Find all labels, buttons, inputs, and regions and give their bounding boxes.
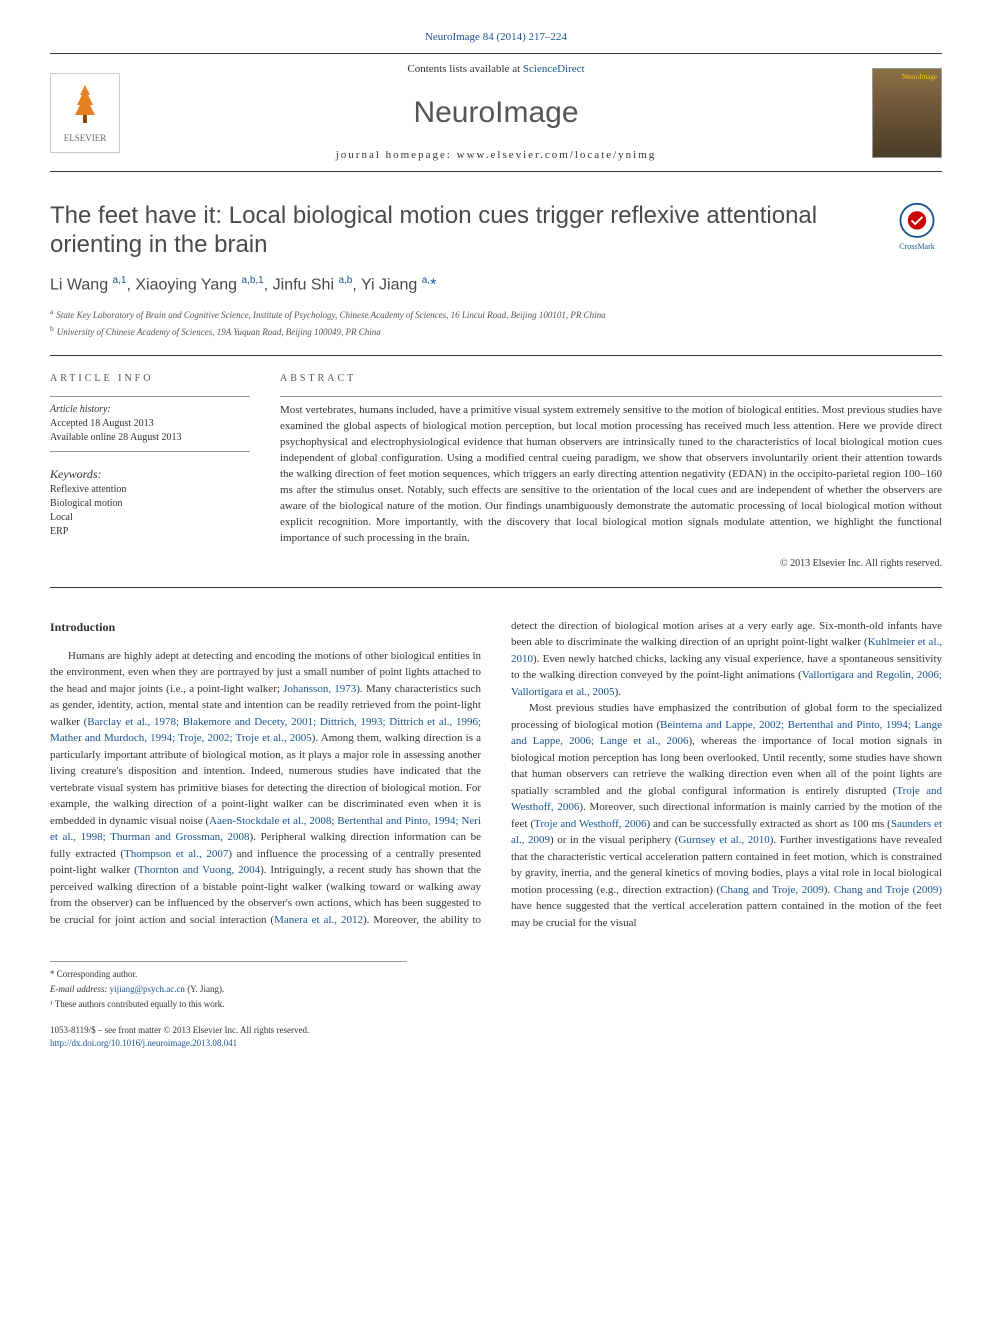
email-label: E-mail address: [50,984,110,994]
crossmark-badge[interactable]: CrossMark [892,202,942,252]
citation[interactable]: Chang and Troje (2009) [834,884,942,896]
elsevier-logo[interactable]: ELSEVIER [50,73,120,153]
keyword-item: Biological motion [50,497,250,511]
abstract-column: ABSTRACT Most vertebrates, humans includ… [280,372,942,570]
contents-line: Contents lists available at ScienceDirec… [120,62,872,77]
info-abstract-row: ARTICLE INFO Article history: Accepted 1… [50,372,942,570]
email-link[interactable]: yijiang@psych.ac.cn [110,984,185,994]
journal-header: ELSEVIER Contents lists available at Sci… [50,62,942,163]
keywords-label: Keywords: [50,466,250,483]
author-list: Li Wang a,1, Xiaoying Yang a,b,1, Jinfu … [50,274,942,297]
abstract-heading: ABSTRACT [280,372,942,386]
journal-homepage: journal homepage: www.elsevier.com/locat… [120,148,872,163]
intro-para-2: Most previous studies have emphasized th… [511,700,942,931]
keyword-item: Reflexive attention [50,483,250,497]
header-center: Contents lists available at ScienceDirec… [120,62,872,163]
elsevier-label: ELSEVIER [64,132,107,145]
body-section: Introduction Humans are highly adept at … [50,618,942,932]
bottom-matter: 1053-8119/$ – see front matter © 2013 El… [50,1024,942,1049]
title-row: The feet have it: Local biological motio… [50,202,942,260]
abstract-rule [280,396,942,397]
doi-link[interactable]: http://dx.doi.org/10.1016/j.neuroimage.2… [50,1037,942,1050]
citation[interactable]: Troje and Westhoff, 2006 [534,818,646,830]
contribution-note: ¹ These authors contributed equally to t… [50,998,407,1011]
citation[interactable]: Chang and Troje, 2009 [720,884,824,896]
info-rule-1 [50,396,250,397]
homepage-prefix: journal homepage: [336,149,457,161]
citation[interactable]: Gurnsey et al., 2010 [678,834,769,846]
citation[interactable]: Thompson et al., 2007 [124,848,228,860]
abstract-text: Most vertebrates, humans included, have … [280,403,942,546]
contents-prefix: Contents lists available at [407,63,522,75]
article-history: Article history: Accepted 18 August 2013… [50,403,250,445]
affiliation-line: aState Key Laboratory of Brain and Cogni… [50,306,942,323]
front-matter-line: 1053-8119/$ – see front matter © 2013 El… [50,1024,942,1037]
sciencedirect-link[interactable]: ScienceDirect [523,63,585,75]
footnotes: * Corresponding author. E-mail address: … [50,961,407,1010]
citation[interactable]: Johansson, 1973 [283,683,356,695]
email-line: E-mail address: yijiang@psych.ac.cn (Y. … [50,983,407,996]
citation[interactable]: Manera et al., 2012 [274,914,363,926]
header-bottom-rule [50,171,942,172]
body-columns: Introduction Humans are highly adept at … [50,618,942,932]
journal-name: NeuroImage [120,92,872,134]
citation-link[interactable]: NeuroImage 84 (2014) 217–224 [50,30,942,45]
crossmark-icon [897,202,937,239]
intro-heading: Introduction [50,618,481,636]
accepted-date: Accepted 18 August 2013 [50,417,250,431]
keywords-block: Keywords: Reflexive attentionBiological … [50,466,250,539]
keyword-item: ERP [50,525,250,539]
affiliation-line: bUniversity of Chinese Academy of Scienc… [50,323,942,340]
info-top-rule [50,355,942,356]
corresponding-author-note: * Corresponding author. [50,968,407,981]
history-label: Article history: [50,403,250,417]
citation[interactable]: Thornton and Vuong, 2004 [138,864,260,876]
available-date: Available online 28 August 2013 [50,431,250,445]
abstract-bottom-rule [50,587,942,588]
email-name: (Y. Jiang). [185,984,224,994]
top-rule [50,53,942,54]
article-title: The feet have it: Local biological motio… [50,202,872,260]
homepage-url[interactable]: www.elsevier.com/locate/ynimg [457,149,657,161]
crossmark-label: CrossMark [899,241,935,252]
journal-cover-thumbnail[interactable] [872,68,942,158]
affiliations: aState Key Laboratory of Brain and Cogni… [50,306,942,339]
article-info-heading: ARTICLE INFO [50,372,250,386]
article-info: ARTICLE INFO Article history: Accepted 1… [50,372,250,570]
keyword-item: Local [50,511,250,525]
abstract-copyright: © 2013 Elsevier Inc. All rights reserved… [280,557,942,571]
elsevier-tree-icon [60,80,110,130]
info-rule-2 [50,451,250,452]
